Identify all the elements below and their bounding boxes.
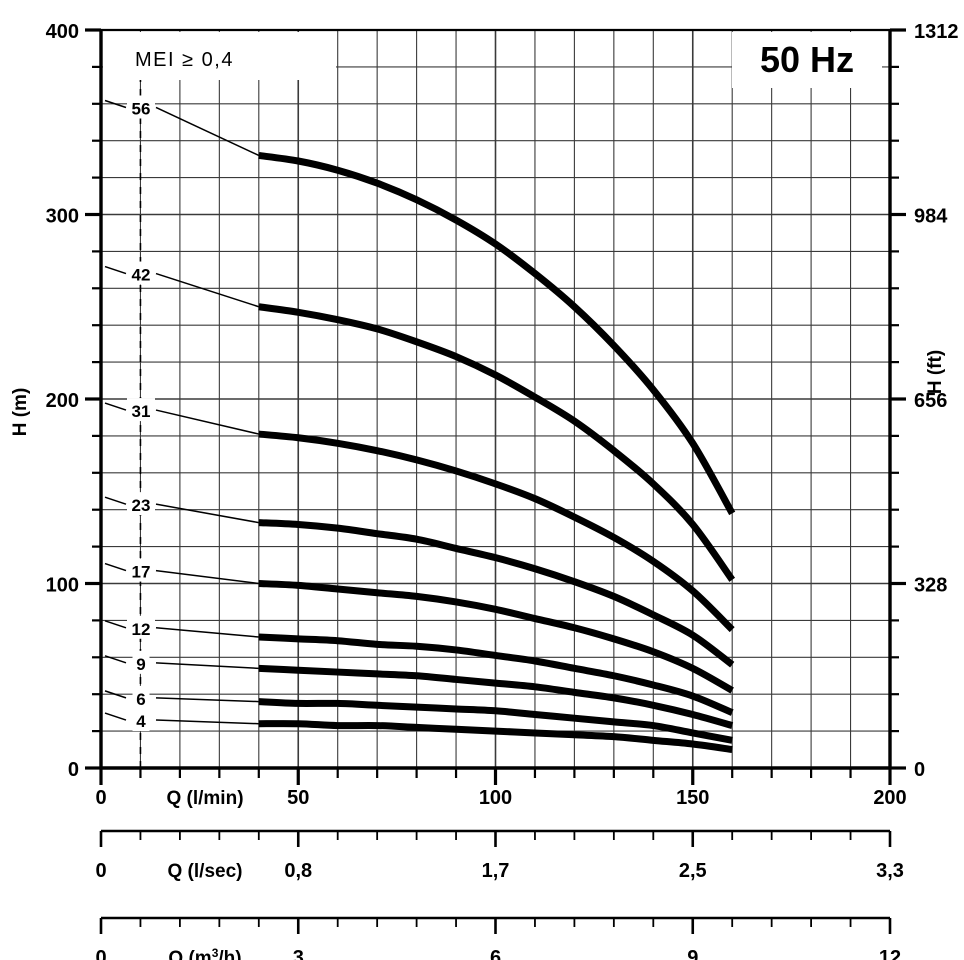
- x-axis-tertiary-tick-label: 3: [293, 947, 304, 960]
- leader-line-right-42: [155, 272, 260, 308]
- frequency-mask: [732, 32, 882, 88]
- stage-label-bg-17: [127, 558, 155, 582]
- stage-label-bg-12: [127, 615, 155, 639]
- curve-stage-6: [258, 698, 733, 744]
- stage-label-bg-23: [127, 492, 155, 516]
- y-tick-label-right: 656: [914, 390, 947, 412]
- leader-line-left-42: [104, 265, 127, 275]
- y-tick-label-left: 200: [46, 390, 79, 412]
- stage-label-4: 4: [136, 712, 146, 731]
- leader-line-left-9: [104, 655, 127, 664]
- x-axis-secondary-title: Q (l/sec): [168, 861, 243, 882]
- x-axis-secondary-tick-label: 1,7: [482, 860, 510, 882]
- y-axis-title-right: H (ft): [925, 350, 946, 394]
- x-tick-label-primary: 200: [873, 787, 906, 809]
- y-tick-label-left: 300: [46, 206, 79, 228]
- stage-label-31: 31: [132, 402, 151, 421]
- stage-label-bg-56: [127, 95, 155, 119]
- stage-label-bg-9: [132, 650, 150, 674]
- x-axis-secondary-tick-label: 0,8: [284, 860, 312, 882]
- stage-label-bg-4: [132, 708, 150, 732]
- leader-line-right-9: [155, 662, 259, 670]
- mei-label: MEI ≥ 0,4: [135, 49, 234, 71]
- stage-label-42: 42: [132, 266, 151, 285]
- stage-label-9: 9: [136, 655, 145, 674]
- y-tick-label-right: 1312: [914, 21, 959, 43]
- y-tick-label-right: 984: [914, 206, 948, 228]
- y-tick-label-left: 400: [46, 21, 79, 43]
- curve-stage-labels: 56 42 31 23 17 12 9 6 4: [127, 95, 155, 732]
- x-axis-tertiary-tick-label: 12: [879, 947, 901, 960]
- x-tick-label-primary: 50: [287, 787, 309, 809]
- curve-stage-31: [258, 430, 735, 633]
- stage-label-23: 23: [132, 496, 151, 515]
- x-axis-secondary-tick-label: 0: [95, 860, 106, 882]
- curve-stage-23: [258, 519, 735, 668]
- y-tick-label-right: 328: [914, 575, 947, 597]
- stage-label-bg-31: [127, 398, 155, 422]
- curve-stage-56: [258, 151, 736, 516]
- x-axis-tertiary-tick-label: 0: [95, 947, 106, 960]
- x-axis-secondary-tick-label: 3,3: [876, 860, 904, 882]
- curve-leaders: [104, 99, 260, 725]
- x-axis-primary-labels: 0 50 100 150 200 Q (l/min): [95, 787, 906, 809]
- frequency-annotation: 50 Hz: [732, 32, 882, 88]
- x-axis-primary-ticks: [99, 768, 892, 785]
- mei-mask: [103, 32, 336, 80]
- x-axis-tertiary-title: Q (m3/h): [168, 946, 241, 960]
- stage-label-17: 17: [132, 563, 151, 582]
- leader-line-left-17: [104, 562, 127, 572]
- y-tick-label-right: 0: [914, 759, 925, 781]
- y-axis-left: 0 100 200 300 400 H (m): [10, 21, 101, 781]
- y-tick-label-left: 0: [68, 759, 79, 781]
- leader-line-left-4: [104, 712, 127, 721]
- leader-line-left-56: [104, 99, 127, 109]
- mei-annotation: MEI ≥ 0,4: [103, 32, 336, 80]
- x-axis-tertiary: 0 3 6 9 12 Q (m3/h): [95, 916, 901, 960]
- y-tick-label-left: 100: [46, 575, 79, 597]
- stage-label-56: 56: [132, 99, 151, 118]
- curve-stage-42: [258, 303, 736, 582]
- leader-line-left-6: [104, 690, 127, 699]
- x-axis-tertiary-tick-label: 9: [687, 947, 698, 960]
- curve-stage-9: [258, 664, 734, 729]
- curve-stage-12: [258, 633, 734, 716]
- stage-label-bg-6: [132, 685, 150, 709]
- leader-line-left-12: [104, 620, 127, 629]
- leader-line-right-56: [155, 106, 260, 157]
- leader-line-right-23: [155, 503, 259, 524]
- leader-line-right-17: [155, 569, 259, 585]
- x-tick-label-primary: 100: [479, 787, 512, 809]
- leader-line-right-31: [155, 409, 259, 435]
- x-axis-secondary: 0 0,8 1,7 2,5 3,3 Q (l/sec): [95, 829, 904, 882]
- x-axis-title-primary: Q (l/min): [166, 788, 243, 809]
- leader-line-right-6: [155, 697, 259, 703]
- performance-curves: [258, 151, 736, 754]
- leader-line-right-4: [155, 719, 259, 725]
- stage-label-6: 6: [136, 690, 145, 709]
- x-axis-tertiary-tick-label: 6: [490, 947, 501, 960]
- leader-line-right-12: [155, 627, 259, 638]
- x-tick-label-primary: 150: [676, 787, 709, 809]
- x-axis-secondary-tick-label: 2,5: [679, 860, 707, 882]
- stage-label-bg-42: [127, 261, 155, 285]
- leader-line-left-31: [104, 402, 127, 411]
- y-axis-right: 0 328 656 984 1312 H (ft): [890, 21, 959, 781]
- curve-stage-17: [258, 580, 734, 694]
- curve-stage-4: [258, 720, 733, 754]
- y-axis-title-left: H (m): [10, 388, 31, 437]
- x-tick-label-primary: 0: [95, 787, 106, 809]
- leader-line-left-23: [104, 496, 127, 505]
- stage-label-12: 12: [132, 620, 151, 639]
- frequency-label: 50 Hz: [760, 39, 854, 80]
